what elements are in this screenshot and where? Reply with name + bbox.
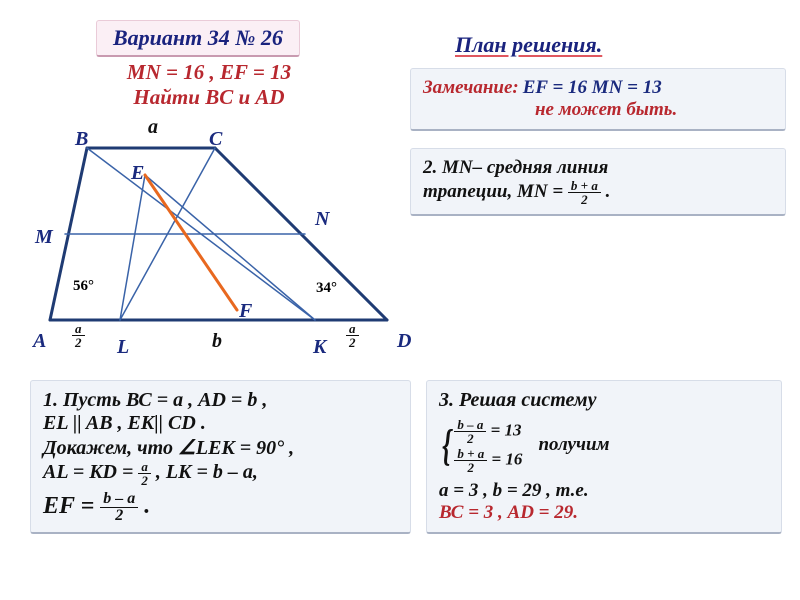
step1-parallel: EL || AB , EK|| CD . (43, 412, 398, 435)
point-label-K: K (313, 336, 326, 359)
plan-title: План решения. (455, 32, 602, 58)
step3-system: { b – a2 = 13 b + a2 = 16 получим (439, 416, 769, 476)
frac-a2-left: a 2 (72, 322, 85, 349)
note-vals: EF = 16 MN = 13 (523, 77, 662, 98)
frac-a2-right: a 2 (346, 322, 359, 349)
point-label-F: F (239, 300, 252, 323)
side-a-label: a (148, 116, 158, 139)
step3-box: 3. Решая систему { b – a2 = 13 b + a2 = … (426, 380, 782, 534)
point-label-E: E (131, 162, 144, 185)
step1-alkd: AL = KD = a 2 , LK = b – a, (43, 460, 398, 487)
point-label-M: M (35, 226, 53, 249)
step2-line2-wrap: трапеции, MN = b + a 2 . (423, 179, 773, 206)
step1-box: 1. Пусть ВС = a , АD = b , EL || AB , EK… (30, 380, 411, 534)
step2-line1: 2. MN– средняя линия (423, 157, 773, 179)
point-label-C: C (209, 128, 222, 151)
note-cannot: не может быть. (423, 99, 677, 120)
angle-a: 56° (73, 278, 94, 295)
step3-final: ВС = 3 , AD = 29. (439, 502, 769, 524)
brace-icon: { (442, 426, 451, 466)
note-prefix: Замечание: (423, 77, 519, 98)
note-box: Замечание: EF = 16 MN = 13 не может быть… (410, 68, 786, 131)
step1-prove: Докажем, что ∠LEK = 90° , (43, 435, 398, 460)
step1-ef: EF = b – a 2 . (43, 491, 398, 524)
point-label-L: L (117, 336, 129, 359)
point-label-A: A (33, 330, 46, 353)
step2-box: 2. MN– средняя линия трапеции, MN = b + … (410, 148, 786, 216)
step2-frac: b + a 2 (568, 179, 601, 206)
point-label-D: D (397, 330, 411, 353)
step3-title: 3. Решая систему (439, 389, 769, 412)
point-label-B: B (75, 128, 88, 151)
angle-d: 34° (316, 280, 337, 297)
side-b-label: b (212, 330, 222, 353)
step3-ab: a = 3 , b = 29 , т.е. (439, 480, 769, 502)
step1-intro: 1. Пусть ВС = a , АD = b , (43, 389, 398, 412)
point-label-N: N (315, 208, 329, 231)
